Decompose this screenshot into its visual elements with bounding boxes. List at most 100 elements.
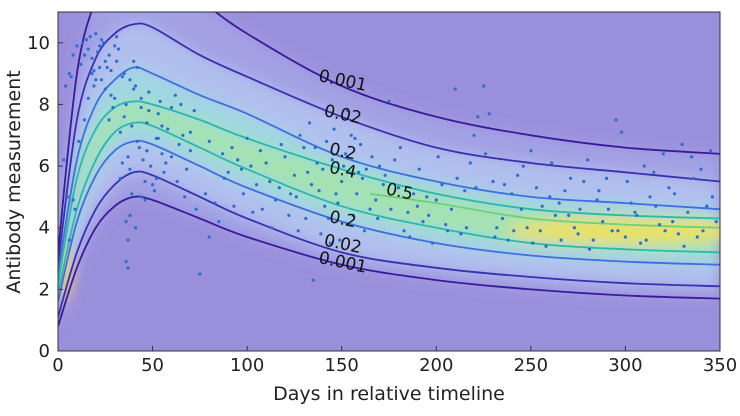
scatter-point xyxy=(132,87,136,91)
scatter-point xyxy=(597,189,601,193)
scatter-point xyxy=(699,167,703,171)
scatter-point xyxy=(81,41,85,45)
scatter-point xyxy=(260,207,264,211)
scatter-point xyxy=(294,195,298,199)
scatter-point xyxy=(463,189,467,193)
plot-frame xyxy=(57,11,721,352)
scatter-point xyxy=(550,161,554,165)
scatter-point xyxy=(101,41,105,45)
scatter-point xyxy=(487,112,491,116)
scatter-point xyxy=(701,229,705,233)
scatter-point xyxy=(576,232,580,236)
scatter-point xyxy=(449,207,453,211)
x-tick-label: 50 xyxy=(141,355,164,376)
scatter-point xyxy=(245,136,249,140)
scatter-point xyxy=(62,158,66,162)
scatter-point xyxy=(472,133,476,137)
scatter-point xyxy=(578,207,582,211)
scatter-point xyxy=(676,232,681,236)
contour-line-0-4-upper xyxy=(58,100,720,284)
scatter-point xyxy=(673,192,677,196)
scatter-point xyxy=(347,223,351,227)
scatter-point xyxy=(192,109,196,113)
scatter-point xyxy=(387,99,391,103)
scatter-point xyxy=(325,139,329,143)
scatter-point xyxy=(137,146,141,150)
scatter-point xyxy=(455,176,459,180)
scatter-point xyxy=(625,179,629,184)
scatter-point xyxy=(133,226,138,230)
scatter-point xyxy=(98,44,102,48)
scatter-point xyxy=(714,220,718,224)
scatter-point xyxy=(287,213,291,217)
scatter-point xyxy=(610,229,614,233)
scatter-point xyxy=(79,62,83,66)
scatter-point xyxy=(84,38,88,42)
scatter-point xyxy=(319,232,323,236)
scatter-point xyxy=(623,235,628,239)
x-tick-label: 100 xyxy=(230,355,264,376)
scatter-point xyxy=(412,192,416,196)
contour-line-0-4-lower xyxy=(58,121,720,293)
scatter-point xyxy=(185,167,189,171)
scatter-point xyxy=(444,223,448,227)
scatter-point xyxy=(198,272,202,276)
scatter-point xyxy=(132,59,136,63)
scatter-point xyxy=(67,72,71,76)
y-tick-label: 4 xyxy=(39,218,50,239)
scatter-point xyxy=(430,241,435,245)
scatter-point xyxy=(268,179,272,184)
scatter-point xyxy=(92,69,96,73)
scatter-point xyxy=(663,229,667,233)
x-axis: 0 50 100 150 200 250 300 350 xyxy=(52,346,737,376)
scatter-point xyxy=(340,179,344,184)
scatter-point xyxy=(690,155,694,159)
scatter-point xyxy=(115,35,119,39)
scatter-point xyxy=(406,210,410,214)
scatter-point xyxy=(364,167,368,171)
scatter-point xyxy=(128,78,132,82)
scatter-point xyxy=(370,155,374,159)
y-tick-label: 8 xyxy=(39,94,50,115)
scatter-point xyxy=(217,220,221,224)
contour-line-0-5-core xyxy=(369,192,720,229)
scatter-point xyxy=(529,149,533,153)
scatter-point xyxy=(587,247,592,251)
scatter-point xyxy=(258,149,262,153)
scatter-point xyxy=(417,167,421,171)
scatter-point xyxy=(644,238,648,242)
contour-line-0-2-upper xyxy=(58,66,720,275)
scatter-point xyxy=(381,183,385,187)
scatter-point xyxy=(710,195,715,199)
scatter-point xyxy=(396,186,401,190)
scatter-point xyxy=(342,164,346,168)
scatter-point xyxy=(548,195,552,199)
scatter-point xyxy=(166,127,170,131)
scatter-point xyxy=(88,35,92,39)
scatter-point xyxy=(500,216,505,221)
scatter-point xyxy=(99,38,104,42)
scatter-point xyxy=(145,121,149,125)
scatter-point xyxy=(483,152,488,156)
scatter-point xyxy=(141,158,145,162)
scatter-point xyxy=(175,179,179,184)
scatter-point xyxy=(296,229,300,233)
scatter-point xyxy=(330,158,334,162)
scatter-point xyxy=(616,229,620,233)
scatter-point xyxy=(708,149,713,153)
scatter-point xyxy=(304,216,308,221)
scatter-point xyxy=(67,238,71,242)
scatter-point xyxy=(298,133,302,137)
scatter-point xyxy=(519,207,524,211)
scatter-point xyxy=(338,238,342,242)
scatter-point xyxy=(147,109,151,113)
scatter-point xyxy=(540,204,544,208)
scatter-point xyxy=(122,115,126,119)
scatter-point xyxy=(145,149,149,153)
scatter-point xyxy=(107,118,111,122)
scatter-point xyxy=(620,130,624,134)
scatter-point xyxy=(682,244,686,248)
scatter-point xyxy=(302,146,306,150)
scatter-point xyxy=(239,167,244,171)
scatter-point xyxy=(402,229,406,233)
